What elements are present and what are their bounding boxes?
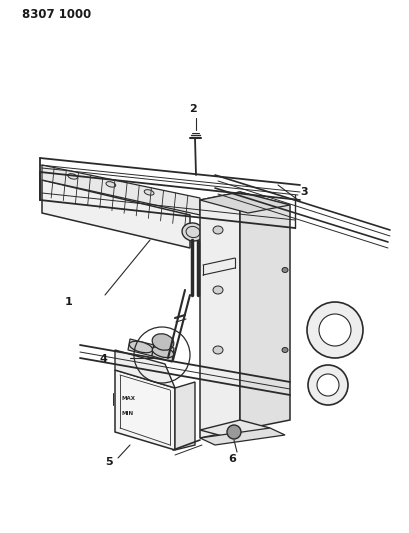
Text: 6: 6: [227, 454, 235, 464]
Polygon shape: [200, 192, 289, 213]
Polygon shape: [239, 192, 289, 430]
Polygon shape: [128, 339, 154, 356]
Polygon shape: [115, 350, 175, 388]
Ellipse shape: [213, 286, 222, 294]
Ellipse shape: [152, 334, 173, 350]
Polygon shape: [200, 192, 239, 438]
Ellipse shape: [182, 223, 203, 241]
Polygon shape: [42, 165, 200, 215]
Text: 4: 4: [100, 354, 108, 364]
Ellipse shape: [213, 346, 222, 354]
Circle shape: [316, 374, 338, 396]
Circle shape: [318, 314, 350, 346]
Text: 1: 1: [65, 297, 72, 307]
Ellipse shape: [144, 190, 154, 195]
Text: 8307 1000: 8307 1000: [22, 8, 91, 21]
Ellipse shape: [106, 182, 115, 187]
Ellipse shape: [281, 268, 287, 272]
Text: MIN: MIN: [122, 411, 134, 416]
Polygon shape: [175, 382, 195, 450]
Circle shape: [306, 302, 362, 358]
Text: 5: 5: [105, 457, 112, 467]
Ellipse shape: [152, 346, 173, 358]
Polygon shape: [200, 420, 270, 438]
Circle shape: [227, 425, 240, 439]
Ellipse shape: [213, 226, 222, 234]
Text: 2: 2: [189, 104, 196, 114]
Ellipse shape: [67, 174, 77, 179]
Polygon shape: [200, 428, 284, 445]
Text: MAX: MAX: [122, 396, 136, 401]
Polygon shape: [115, 370, 175, 450]
Polygon shape: [152, 342, 173, 362]
Circle shape: [307, 365, 347, 405]
Ellipse shape: [281, 348, 287, 352]
Ellipse shape: [129, 341, 152, 353]
Polygon shape: [42, 180, 189, 248]
Text: 3: 3: [299, 187, 307, 197]
